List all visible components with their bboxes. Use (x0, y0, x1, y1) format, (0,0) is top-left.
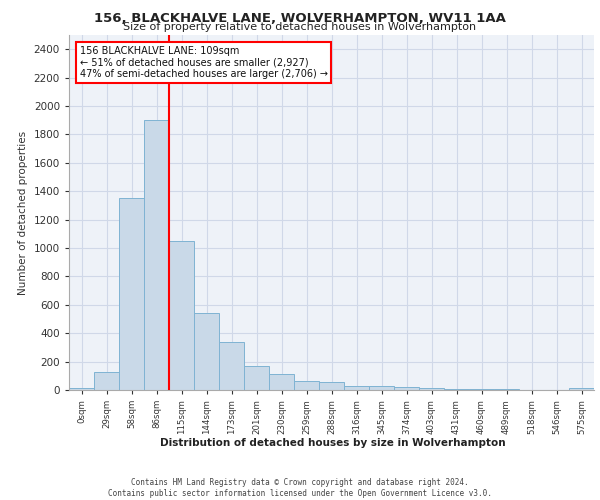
Y-axis label: Number of detached properties: Number of detached properties (18, 130, 28, 294)
Bar (219, 342, 244, 390)
Bar (269, 374, 294, 390)
Bar (94, 372, 119, 390)
Text: Size of property relative to detached houses in Wolverhampton: Size of property relative to detached ho… (124, 22, 476, 32)
Bar (369, 386, 394, 390)
Bar (394, 387, 419, 390)
Text: Distribution of detached houses by size in Wolverhampton: Distribution of detached houses by size … (160, 438, 506, 448)
Bar (194, 314, 219, 390)
Bar (494, 388, 519, 390)
Bar (444, 388, 469, 390)
Bar (294, 382, 319, 390)
Bar (319, 382, 344, 390)
Bar (344, 386, 369, 390)
Text: 156, BLACKHALVE LANE, WOLVERHAMPTON, WV11 1AA: 156, BLACKHALVE LANE, WOLVERHAMPTON, WV1… (94, 12, 506, 26)
Bar (244, 366, 269, 390)
Bar (419, 388, 444, 390)
Bar (69, 388, 94, 390)
Text: 156 BLACKHALVE LANE: 109sqm
← 51% of detached houses are smaller (2,927)
47% of : 156 BLACKHALVE LANE: 109sqm ← 51% of det… (79, 46, 328, 79)
Bar (119, 198, 144, 390)
Text: Contains HM Land Registry data © Crown copyright and database right 2024.
Contai: Contains HM Land Registry data © Crown c… (108, 478, 492, 498)
Bar (144, 120, 169, 390)
Bar (169, 241, 194, 390)
Bar (569, 388, 594, 390)
